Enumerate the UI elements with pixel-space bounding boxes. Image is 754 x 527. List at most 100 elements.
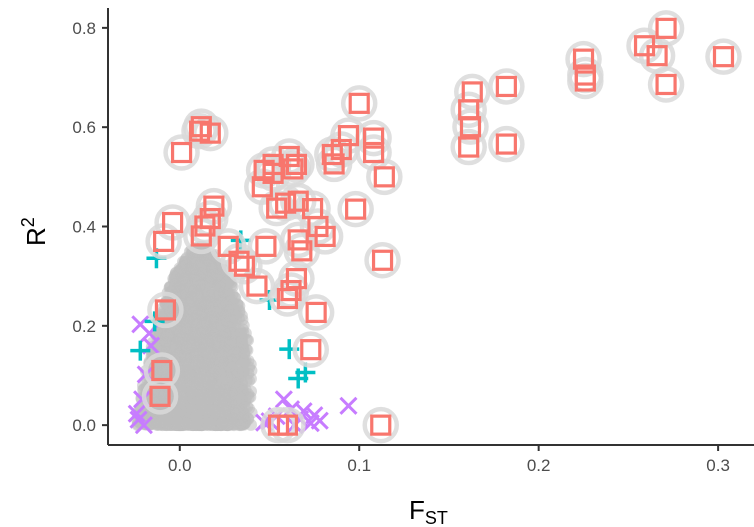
square-point <box>170 141 193 164</box>
plus-point <box>288 368 309 389</box>
cloud-point <box>202 288 215 301</box>
square-halo <box>705 38 742 75</box>
cloud-point <box>185 291 198 304</box>
square-point <box>572 48 595 70</box>
square-point <box>246 275 268 297</box>
square-halo <box>238 267 276 305</box>
square-point <box>282 158 304 180</box>
square-halo <box>340 85 378 122</box>
tick-labels: 0.0 0.1 0.2 0.3 0.0 0.2 0.4 0.6 0.8 <box>72 19 730 475</box>
square-point <box>217 235 239 257</box>
square-point <box>495 75 517 98</box>
cloud-point <box>245 418 257 431</box>
cloud-point <box>216 417 229 430</box>
y-tick-label: 0.0 <box>72 416 96 435</box>
cloud-point <box>203 417 216 430</box>
cross-point <box>134 416 153 435</box>
square-halo <box>366 158 403 196</box>
cloud-point <box>175 383 188 396</box>
square-halo <box>452 108 489 145</box>
square-halo <box>450 128 487 166</box>
square-halo <box>565 40 602 78</box>
square-point <box>307 215 329 238</box>
square-halo <box>314 136 351 173</box>
y-axis-title: R2 <box>18 217 51 246</box>
square-halo <box>147 291 184 329</box>
square-point <box>190 225 212 247</box>
cross-point <box>274 390 293 409</box>
cloud-point <box>201 334 214 347</box>
x-tick-label: 0.3 <box>706 456 730 475</box>
cloud-point <box>174 325 187 338</box>
cross-stroke <box>274 390 293 409</box>
square-point <box>459 116 482 138</box>
cross-stroke <box>131 315 150 334</box>
square-point <box>233 255 255 277</box>
cloud-point <box>227 303 240 316</box>
square-halo <box>454 73 491 111</box>
cloud-point <box>151 418 164 431</box>
square-point <box>253 159 275 181</box>
cloud-point <box>171 415 183 428</box>
cloud-point <box>186 386 199 399</box>
x-axis-title: FST <box>409 495 448 527</box>
cross-point <box>127 404 146 423</box>
square-halo <box>181 112 218 150</box>
square-point <box>255 235 277 257</box>
axes <box>102 8 754 451</box>
square-halo <box>269 406 306 444</box>
square-point <box>291 240 313 262</box>
x-axis-title-main: F <box>409 495 425 525</box>
square-point <box>345 198 367 220</box>
cloud-point <box>183 368 196 381</box>
cloud-point <box>173 265 186 278</box>
square-point <box>151 359 173 382</box>
square-point <box>348 92 370 114</box>
cloud-point <box>216 374 229 387</box>
square-halo <box>247 228 285 265</box>
cloud-point <box>229 291 242 304</box>
cross-point <box>301 414 320 433</box>
square-point <box>267 414 290 436</box>
x-tick-label: 0.0 <box>168 456 192 475</box>
cloud-point <box>233 397 245 410</box>
cloud-point <box>203 376 215 389</box>
cloud-point <box>209 405 222 418</box>
square-halo <box>337 190 374 228</box>
y-tick-label: 0.6 <box>72 118 96 137</box>
cloud-point <box>210 270 223 283</box>
cloud-point <box>180 251 193 264</box>
square-point <box>655 73 677 96</box>
cloud-point <box>179 352 192 365</box>
square-halo <box>292 331 330 368</box>
square-point <box>153 230 175 252</box>
cloud-point <box>211 306 224 319</box>
square-halo <box>163 134 200 171</box>
cloud-point <box>232 347 245 360</box>
square-point <box>203 195 225 217</box>
square-point <box>362 127 385 149</box>
y-tick-label: 0.2 <box>72 317 96 336</box>
cross-point <box>339 396 358 415</box>
square-point <box>300 339 322 361</box>
cloud-point <box>194 372 206 385</box>
cloud-point <box>244 358 257 371</box>
square-point <box>321 143 343 166</box>
cloud-point <box>220 277 233 290</box>
y-tick-label: 0.8 <box>72 19 96 38</box>
cloud-point <box>203 254 215 266</box>
cloud-point <box>239 327 252 340</box>
square-halo <box>260 406 297 444</box>
square-point <box>228 250 250 272</box>
cloud-point <box>160 417 173 430</box>
square-point <box>190 116 212 138</box>
cloud-point <box>244 391 257 404</box>
cloud-point <box>170 340 182 353</box>
square-point <box>337 125 360 147</box>
cloud-point <box>205 346 218 359</box>
cross-stroke <box>301 414 320 433</box>
square-halo <box>244 168 281 206</box>
square-point <box>305 301 327 324</box>
square-halo <box>362 406 400 444</box>
x-axis-title-sub: ST <box>425 508 448 527</box>
